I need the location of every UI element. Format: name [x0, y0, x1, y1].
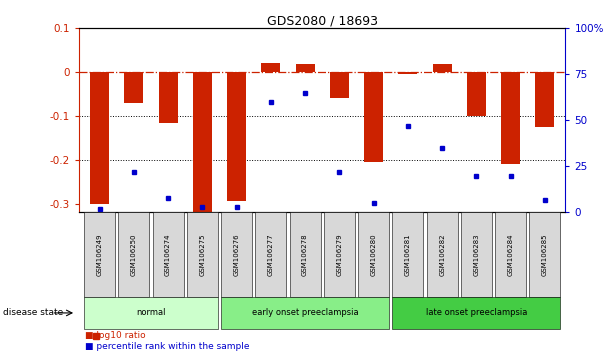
Bar — [221, 297, 389, 329]
Title: GDS2080 / 18693: GDS2080 / 18693 — [267, 14, 378, 27]
Bar — [496, 212, 526, 297]
Bar — [227, 72, 246, 201]
Bar — [364, 72, 383, 162]
Text: GSM106281: GSM106281 — [405, 234, 411, 276]
Text: GSM106249: GSM106249 — [97, 234, 103, 276]
Bar — [433, 64, 452, 72]
Text: GSM106280: GSM106280 — [371, 234, 376, 276]
Text: GSM106284: GSM106284 — [508, 234, 514, 276]
Bar — [90, 72, 109, 204]
Text: GSM106282: GSM106282 — [439, 234, 445, 276]
Bar — [427, 212, 458, 297]
Bar — [289, 212, 320, 297]
Bar — [530, 212, 561, 297]
Text: ■ percentile rank within the sample: ■ percentile rank within the sample — [85, 342, 250, 352]
Bar — [187, 212, 218, 297]
Bar — [193, 72, 212, 212]
Bar — [84, 297, 218, 329]
Text: GSM106250: GSM106250 — [131, 234, 137, 276]
Text: GSM106279: GSM106279 — [336, 234, 342, 276]
Text: late onset preeclampsia: late onset preeclampsia — [426, 308, 527, 318]
Bar — [125, 72, 143, 103]
Text: ■ log10 ratio: ■ log10 ratio — [85, 331, 146, 340]
Bar — [221, 212, 252, 297]
Bar — [261, 63, 280, 72]
Bar — [295, 64, 314, 72]
Bar — [330, 72, 349, 98]
Text: GSM106278: GSM106278 — [302, 234, 308, 276]
Text: GSM106276: GSM106276 — [233, 234, 240, 276]
Bar — [501, 72, 520, 164]
Bar — [358, 212, 389, 297]
Text: normal: normal — [136, 308, 166, 318]
Bar — [84, 212, 115, 297]
Text: GSM106277: GSM106277 — [268, 234, 274, 276]
Text: GSM106274: GSM106274 — [165, 234, 171, 276]
Bar — [119, 212, 149, 297]
Bar — [398, 72, 417, 74]
Text: disease state: disease state — [3, 308, 63, 318]
Bar — [324, 212, 355, 297]
Bar — [159, 72, 178, 122]
Bar — [392, 212, 423, 297]
Text: GSM106275: GSM106275 — [199, 234, 206, 276]
Bar — [255, 212, 286, 297]
Text: GSM106283: GSM106283 — [474, 234, 479, 276]
Text: GSM106285: GSM106285 — [542, 234, 548, 276]
Bar — [536, 72, 554, 127]
Bar — [392, 297, 561, 329]
Text: early onset preeclampsia: early onset preeclampsia — [252, 308, 359, 318]
Bar — [467, 72, 486, 116]
Bar — [153, 212, 184, 297]
Bar — [461, 212, 492, 297]
